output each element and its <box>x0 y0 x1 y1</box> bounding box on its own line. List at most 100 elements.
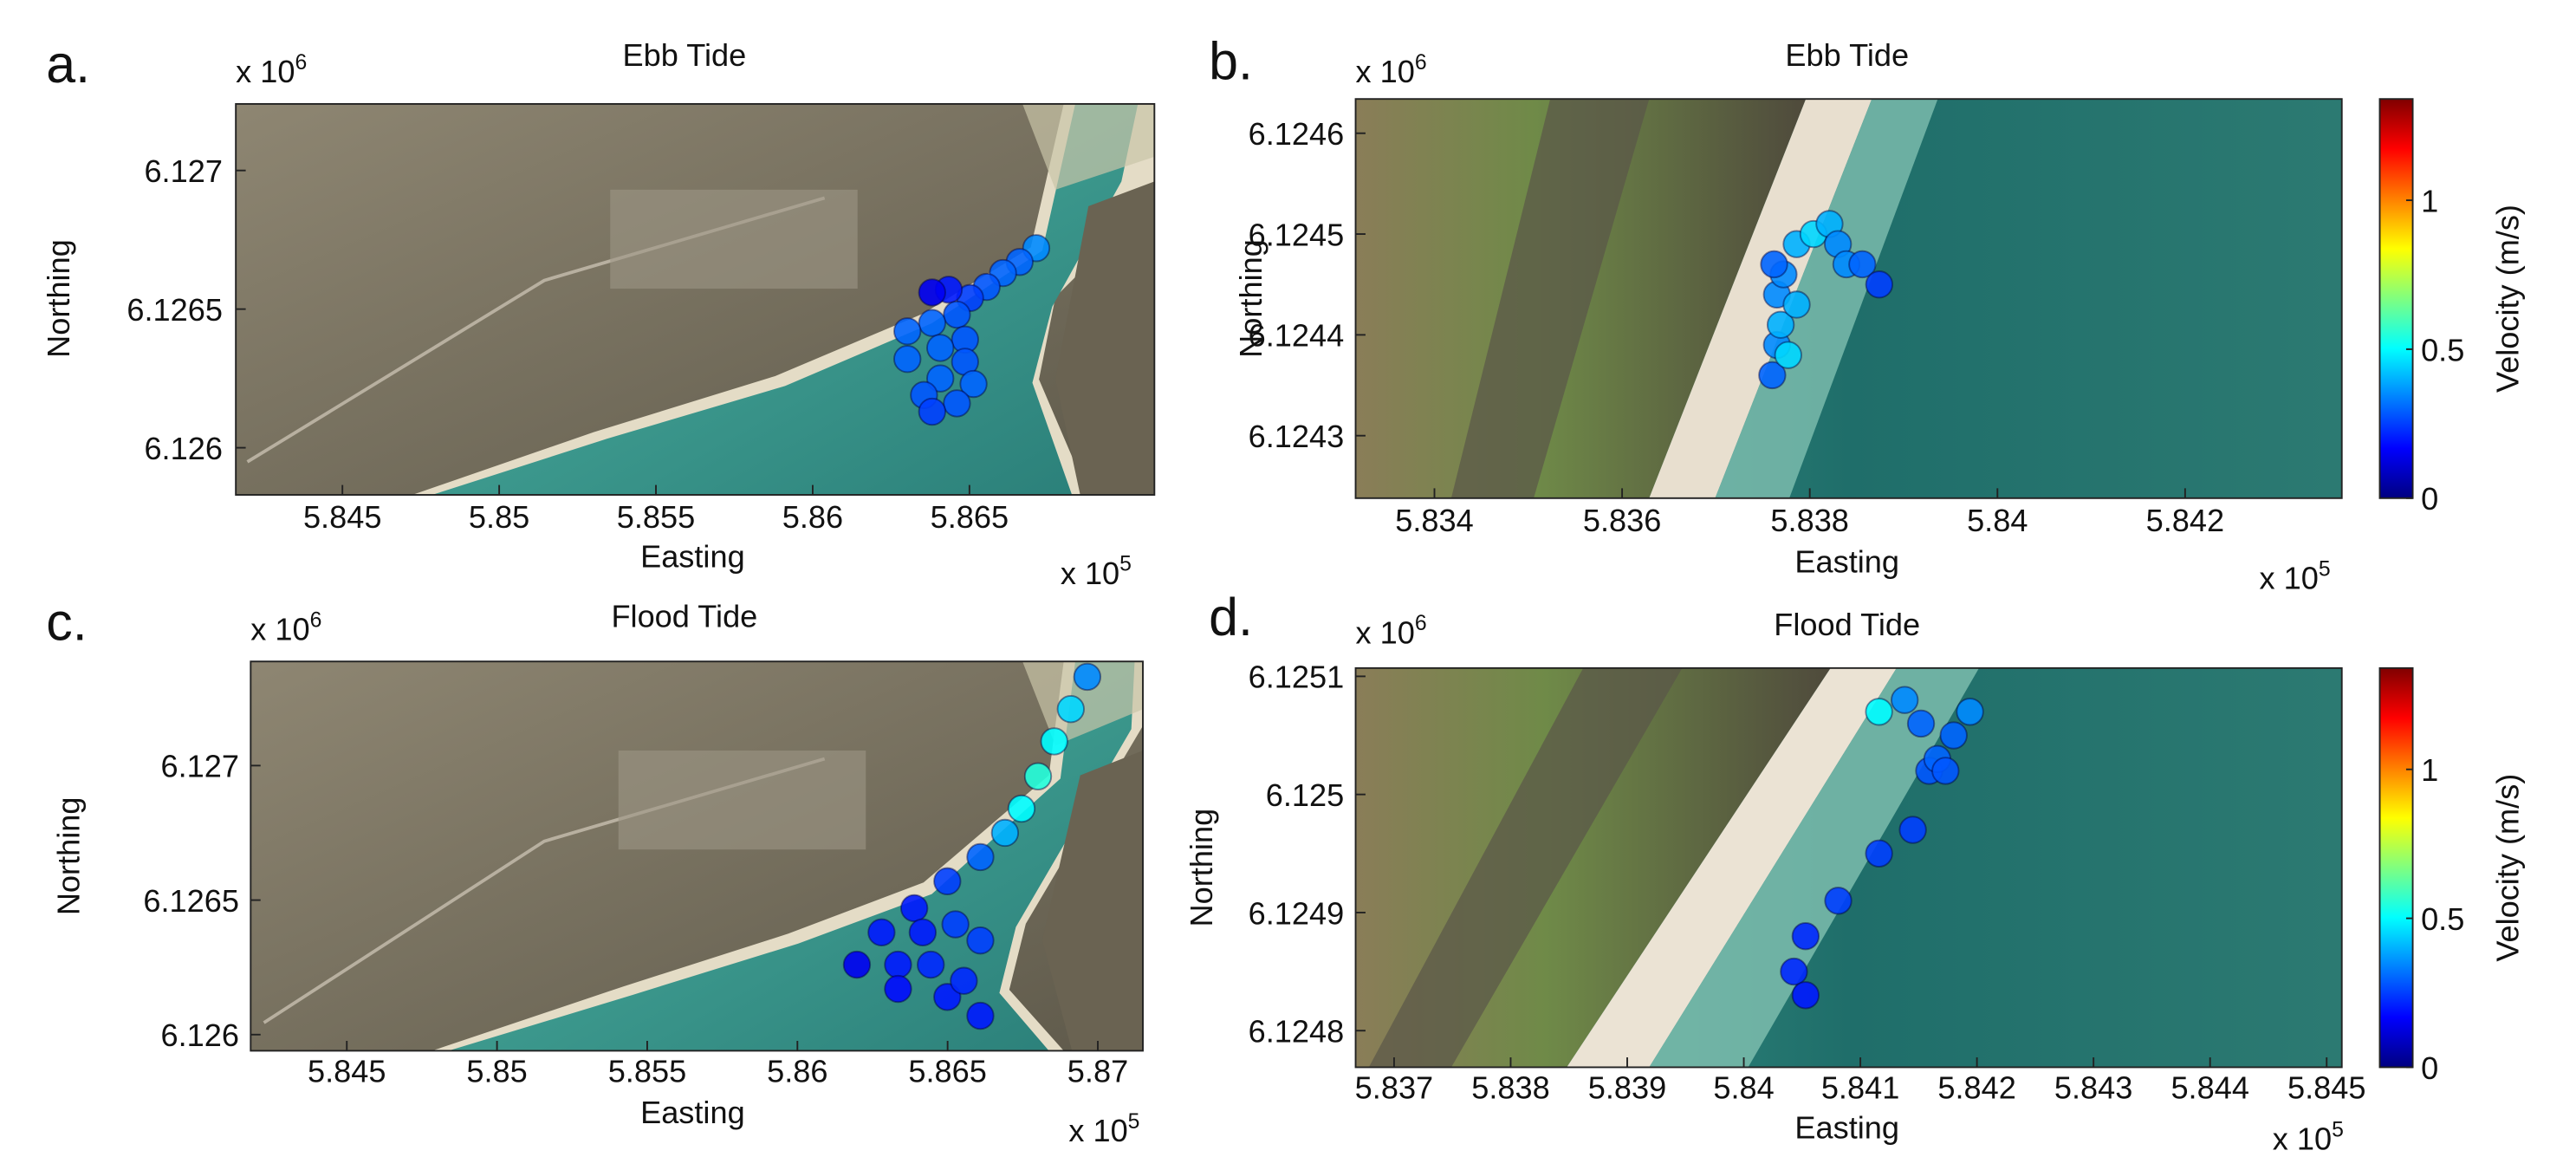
drifter-point <box>1825 887 1851 913</box>
drifter-point <box>1781 959 1807 985</box>
drifter-point <box>868 920 894 946</box>
multiplier-exponent: 6 <box>1415 612 1427 635</box>
x-tick-label: 5.84 <box>1967 503 2028 538</box>
y-axis-label: Northing <box>50 796 86 915</box>
multiplier-exponent: 6 <box>310 608 322 632</box>
drifter-point <box>1041 728 1067 754</box>
drifter-point <box>951 967 977 993</box>
drifter-point <box>1891 686 1917 712</box>
drifter-point <box>901 895 927 921</box>
drifter-point <box>1761 251 1787 277</box>
drifter-point <box>1956 699 1982 725</box>
multiplier-base: x 10 <box>2260 560 2319 595</box>
multiplier-base: x 10 <box>1068 1113 1127 1148</box>
aerial-image <box>1356 668 2342 1068</box>
multiplier-exponent: 5 <box>1128 1110 1140 1134</box>
y-tick-label: 6.1251 <box>1249 660 1345 695</box>
drifter-point <box>1865 841 1891 867</box>
panel-label: b. <box>1209 31 1253 90</box>
y-tick-label: 6.1246 <box>1249 116 1345 152</box>
y-tick-label: 6.1248 <box>1249 1014 1345 1050</box>
drifter-point <box>919 309 945 335</box>
panel-label: a. <box>46 35 90 94</box>
x-tick-label: 5.86 <box>767 1054 827 1089</box>
x-tick-label: 5.839 <box>1588 1070 1666 1106</box>
chart-title: Flood Tide <box>611 598 757 634</box>
drifter-point <box>1009 796 1035 822</box>
colorbar-label: Velocity (m/s) <box>2489 774 2525 962</box>
x-tick-label: 5.838 <box>1770 503 1848 538</box>
drifter-point <box>1793 982 1819 1008</box>
drifter-point <box>1025 764 1051 790</box>
drifter-point <box>885 952 911 978</box>
drifter-point <box>1899 816 1925 842</box>
drifter-point <box>919 399 945 425</box>
x-tick-label: 5.836 <box>1583 503 1661 538</box>
x-axis-label: Easting <box>1794 543 1899 579</box>
drifter-point <box>944 302 970 328</box>
drifter-point <box>1940 722 1966 748</box>
x-tick-label: 5.845 <box>303 499 381 535</box>
drifter-point <box>919 279 945 305</box>
x-tick-label: 5.843 <box>2054 1070 2132 1106</box>
y-tick-label: 6.1245 <box>1249 217 1345 252</box>
drifter-point <box>1932 757 1958 783</box>
x-tick-label: 5.865 <box>931 499 1009 535</box>
chart-title: Ebb Tide <box>1785 37 1909 73</box>
x-tick-label: 5.845 <box>2287 1070 2365 1106</box>
axis-multiplier: x 106 <box>1356 612 1427 650</box>
drifter-point <box>1775 341 1801 367</box>
x-axis-label: Easting <box>640 539 745 575</box>
x-tick-label: 5.837 <box>1355 1070 1433 1106</box>
x-tick-label: 5.855 <box>608 1054 686 1089</box>
drifter-point <box>967 844 993 870</box>
drifter-point <box>1866 271 1892 297</box>
drifter-point <box>934 868 960 894</box>
x-tick-label: 5.842 <box>1937 1070 2015 1106</box>
y-tick-label: 6.1265 <box>143 883 239 919</box>
drifter-point <box>944 390 970 416</box>
x-tick-label: 5.845 <box>308 1054 386 1089</box>
panel-label: d. <box>1209 588 1253 647</box>
multiplier-exponent: 5 <box>2332 1118 2344 1141</box>
drifter-point <box>918 952 944 978</box>
chart-title: Ebb Tide <box>623 37 747 73</box>
x-axis-label: Easting <box>640 1095 745 1130</box>
colorbar <box>2380 668 2413 1068</box>
x-tick-label: 5.841 <box>1821 1070 1899 1106</box>
drifter-point <box>894 318 920 344</box>
multiplier-exponent: 6 <box>1415 51 1427 75</box>
y-axis-label: Northing <box>1184 809 1219 927</box>
drifter-point <box>992 820 1018 846</box>
x-tick-label: 5.855 <box>617 499 695 535</box>
axis-multiplier: x 105 <box>1061 553 1132 591</box>
x-axis-label: Easting <box>1794 1109 1899 1145</box>
drifter-point <box>910 920 936 946</box>
x-tick-label: 5.834 <box>1395 503 1473 538</box>
x-tick-label: 5.85 <box>469 499 529 535</box>
multiplier-exponent: 5 <box>2319 557 2331 581</box>
colorbar-tick-label: 0 <box>2421 481 2438 517</box>
colorbar-tick-label: 0.5 <box>2421 332 2464 367</box>
aerial-image <box>1356 99 2342 498</box>
y-tick-label: 6.127 <box>160 749 238 784</box>
drifter-point <box>1865 699 1891 725</box>
x-tick-label: 5.844 <box>2170 1070 2248 1106</box>
x-tick-label: 5.842 <box>2146 503 2224 538</box>
panel-label: c. <box>46 592 87 651</box>
multiplier-exponent: 6 <box>295 51 308 75</box>
drifter-point <box>942 911 968 937</box>
multiplier-base: x 10 <box>1356 54 1415 89</box>
y-tick-label: 6.125 <box>1266 777 1344 813</box>
chart-title: Flood Tide <box>1774 607 1920 642</box>
drifter-point <box>885 976 911 1002</box>
colorbar-label: Velocity (m/s) <box>2489 205 2525 393</box>
aerial-image <box>236 104 1154 495</box>
aerial-image <box>250 661 1143 1050</box>
colorbar-tick-label: 0 <box>2421 1050 2438 1086</box>
drifter-point <box>967 927 993 953</box>
x-tick-label: 5.865 <box>908 1054 986 1089</box>
colorbar-tick-label: 0.5 <box>2421 901 2464 937</box>
y-tick-label: 6.1249 <box>1249 895 1345 931</box>
colorbar-tick-label: 1 <box>2421 752 2438 788</box>
